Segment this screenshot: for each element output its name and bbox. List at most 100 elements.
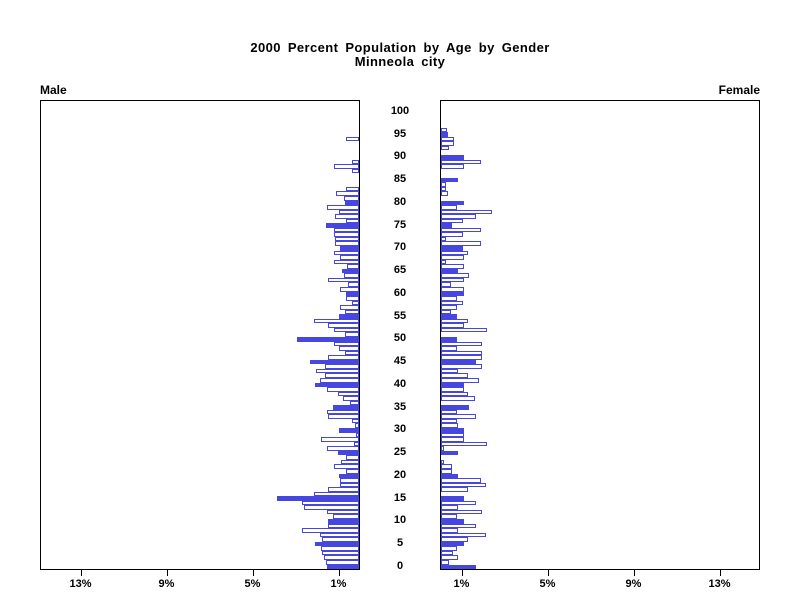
age-tick-label-40: 40: [393, 377, 407, 390]
bar-female-age-92: [441, 145, 450, 151]
bar-female-age-48: [441, 346, 457, 351]
bar-female-age-38: [441, 391, 469, 397]
male-pct-tick-9%: [166, 570, 168, 576]
male-panel: [40, 100, 360, 570]
bar-female-age-2: [441, 555, 458, 560]
male-pct-tick-label-1%: 1%: [330, 578, 347, 590]
bar-male-age-94: [345, 136, 359, 142]
bar-female-age-10: [441, 519, 464, 524]
bar-female-age-75: [441, 223, 452, 228]
bar-female-age-64: [441, 273, 469, 278]
bar-male-age-12: [326, 509, 359, 515]
bar-male-age-25: [338, 450, 359, 456]
bar-female-age-22: [441, 464, 452, 469]
bar-female-age-14: [441, 500, 476, 506]
male-pct-tick-5%: [252, 570, 254, 576]
female-pct-tick-13%: [719, 570, 721, 576]
bar-male-age-17: [328, 487, 359, 492]
bar-female-age-54: [441, 318, 469, 324]
bar-female-age-12: [441, 509, 482, 515]
bar-male-age-36: [350, 400, 359, 406]
age-tick-label-60: 60: [393, 286, 407, 299]
bar-female-age-41: [441, 377, 480, 383]
bar-female-age-77: [441, 214, 476, 219]
chart-subtitle: Minneola city: [354, 54, 446, 69]
female-pct-tick-1%: [461, 570, 463, 576]
bar-male-age-79: [327, 205, 359, 210]
bar-female-age-62: [441, 282, 452, 287]
bar-male-age-51: [345, 332, 359, 338]
bar-male-age-5: [314, 541, 359, 547]
age-tick-label-100: 100: [390, 104, 410, 117]
bar-male-age-0: [326, 564, 359, 570]
bar-female-age-47: [441, 350, 482, 356]
bar-male-age-29: [355, 432, 359, 438]
bar-female-age-7: [441, 532, 487, 538]
bar-male-age-81: [344, 195, 359, 201]
bar-male-age-57: [340, 305, 359, 310]
female-pct-tick-label-1%: 1%: [453, 578, 470, 590]
bar-female-age-59: [441, 296, 457, 301]
bar-female-age-23: [441, 459, 445, 465]
bar-female-age-71: [441, 241, 481, 247]
bar-male-age-22: [334, 464, 359, 469]
bar-male-age-73: [334, 232, 359, 237]
bar-male-age-56: [345, 309, 359, 315]
bar-female-age-37: [441, 396, 476, 401]
bar-female-age-94: [441, 136, 454, 142]
male-pct-tick-label-13%: 13%: [69, 578, 92, 590]
female-panel-label: Female: [718, 83, 760, 97]
age-tick-label-25: 25: [393, 446, 407, 458]
bar-female-age-56: [441, 309, 452, 315]
bar-female-age-31: [441, 423, 459, 429]
chart-title: 2000 Percent Population by Age by Gender: [250, 40, 550, 55]
bar-male-age-47: [345, 350, 359, 356]
bar-male-age-30: [339, 428, 359, 433]
bar-male-age-1: [325, 559, 359, 565]
bar-male-age-19: [340, 478, 359, 483]
bar-male-age-82: [336, 191, 359, 196]
bar-female-age-5: [441, 541, 464, 547]
female-pct-tick-5%: [547, 570, 549, 576]
bar-male-age-52: [334, 327, 359, 333]
bar-male-age-62: [348, 282, 359, 287]
bar-female-age-70: [441, 246, 463, 251]
bar-female-age-1: [441, 559, 450, 565]
bar-female-age-85: [441, 177, 458, 183]
age-tick-label-55: 55: [393, 309, 407, 322]
bar-female-age-90: [441, 155, 464, 160]
bar-male-age-26: [327, 446, 359, 451]
female-pct-tick-label-5%: 5%: [539, 578, 556, 590]
bar-male-age-23: [340, 459, 359, 465]
bar-male-age-40: [314, 382, 359, 388]
bar-male-age-46: [328, 355, 359, 360]
bar-male-age-83: [345, 186, 359, 192]
bar-male-age-75: [326, 223, 359, 228]
age-tick-label-90: 90: [393, 150, 407, 163]
bar-male-age-16: [314, 491, 359, 497]
bar-male-age-21: [346, 468, 359, 474]
bar-female-age-50: [441, 337, 457, 342]
bar-male-age-31: [355, 423, 359, 429]
female-pct-tick-label-9%: 9%: [625, 578, 642, 590]
bar-female-age-80: [441, 200, 464, 206]
bar-male-age-45: [309, 359, 359, 365]
bar-female-age-40: [441, 382, 464, 388]
bar-female-age-9: [441, 523, 476, 529]
bar-female-age-32: [441, 418, 457, 424]
bar-female-age-45: [441, 359, 476, 365]
bar-female-age-52: [441, 327, 487, 333]
bar-male-age-33: [328, 414, 359, 419]
bar-male-age-89: [351, 159, 359, 165]
bar-female-age-30: [441, 428, 464, 433]
bar-male-age-7: [320, 532, 359, 538]
bar-male-age-28: [321, 437, 359, 442]
age-tick-label-75: 75: [393, 218, 407, 231]
bar-female-age-88: [441, 164, 464, 169]
bar-female-age-96: [441, 127, 447, 133]
bar-female-age-95: [441, 132, 448, 137]
bar-female-age-82: [441, 191, 449, 196]
bar-female-age-58: [441, 300, 463, 306]
bar-male-age-18: [339, 482, 359, 488]
bar-male-age-20: [339, 473, 359, 479]
